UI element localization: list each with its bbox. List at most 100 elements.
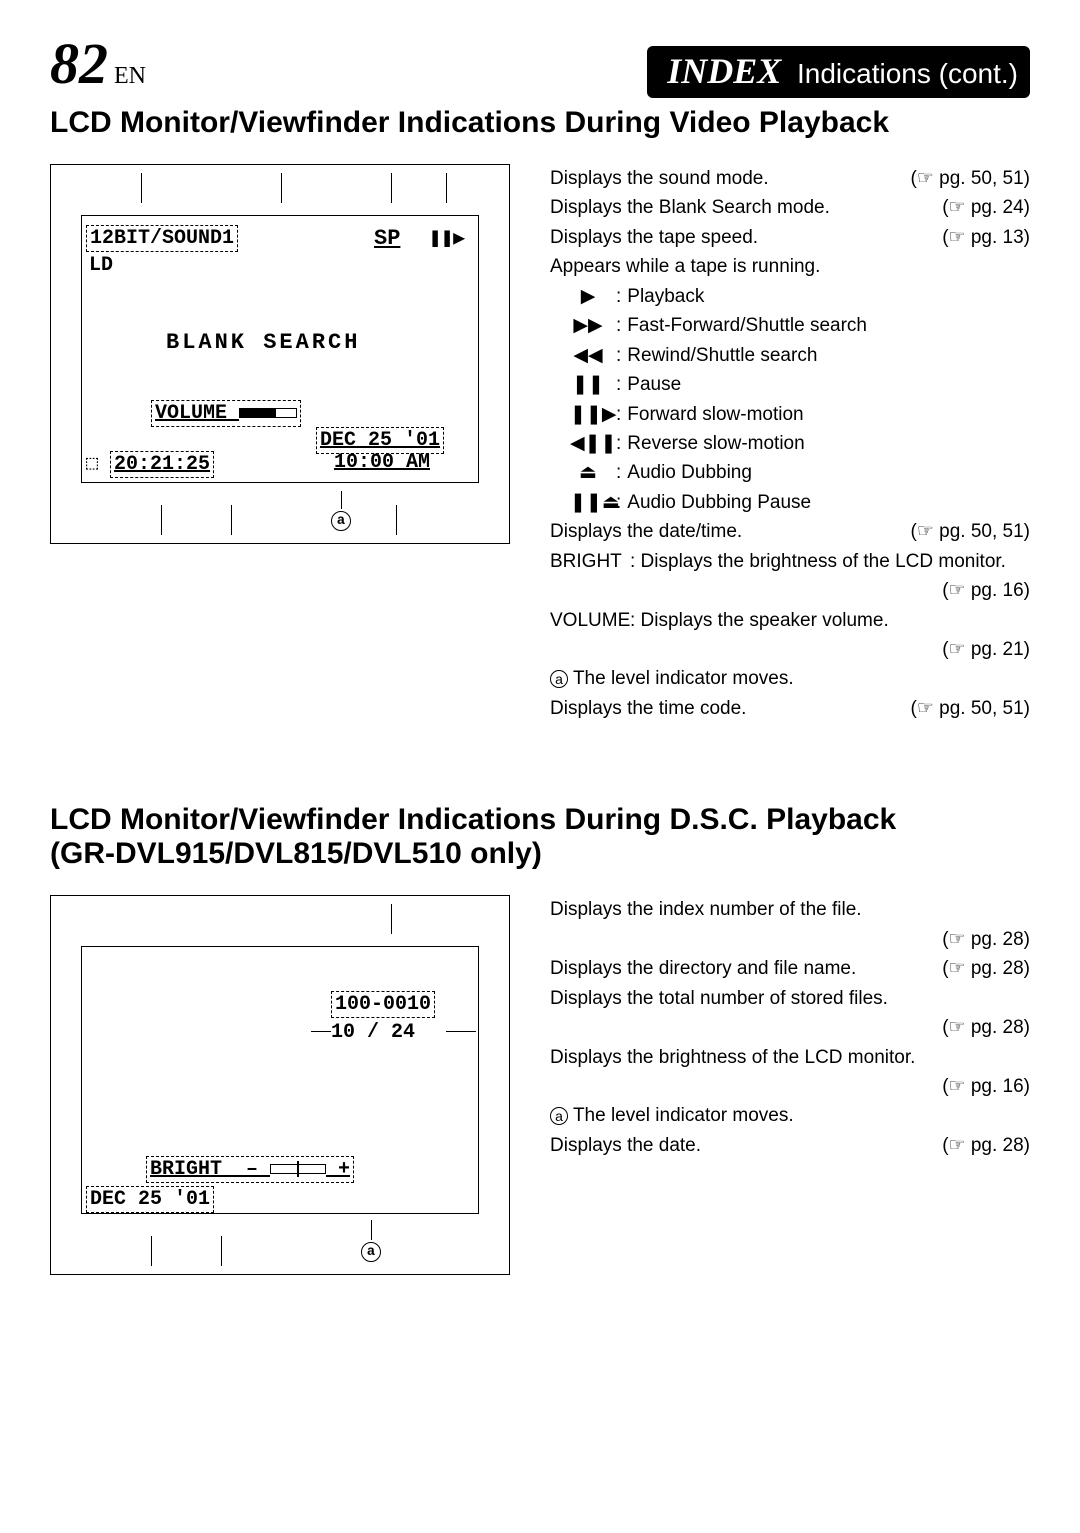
mode-row: ⏏:Audio Dubbing xyxy=(550,458,1030,487)
info-row: (☞ pg. 16) xyxy=(550,1072,1030,1101)
info-row: Displays the sound mode. (☞ pg. 50, 51) xyxy=(550,164,1030,193)
osd-timecode: ⬚ 20:21:25 xyxy=(86,450,214,478)
tick xyxy=(446,173,447,203)
info-text: Displays the tape speed. xyxy=(550,223,758,252)
page-number: 82EN xyxy=(50,30,146,97)
osd-sp: SP xyxy=(371,225,403,252)
page-ref: (☞ pg. 28) xyxy=(942,1131,1030,1160)
osd-ld: LD xyxy=(86,253,116,278)
page-num-value: 82 xyxy=(50,31,108,96)
dsc-screen: 100-0010 10 / 24 BRIGHT – + DEC 25 '01 a xyxy=(50,895,510,1275)
osd-blank-search: BLANK SEARCH xyxy=(166,330,360,355)
osd-file: 100-0010 xyxy=(331,991,435,1018)
info-text: Displays the index number of the file. xyxy=(550,895,1030,924)
section2-title-line1: LCD Monitor/Viewfinder Indications Durin… xyxy=(50,803,1030,837)
info-text: Displays the Blank Search mode. xyxy=(550,193,830,222)
info-text: Displays the time code. xyxy=(550,694,746,723)
page-ref: (☞ pg. 24) xyxy=(942,193,1030,222)
osd-bright-label: BRIGHT xyxy=(150,1158,222,1181)
mode-icon: ▶ xyxy=(570,282,606,311)
tick xyxy=(396,505,397,535)
page-ref: (☞ pg. 50, 51) xyxy=(911,517,1030,546)
mode-icon: ◀❚❚ xyxy=(570,429,606,458)
info-text: Displays the sound mode. xyxy=(550,164,769,193)
info-row: Displays the date. (☞ pg. 28) xyxy=(550,1131,1030,1160)
index-label: INDEX xyxy=(667,51,781,91)
section2-info: Displays the index number of the file. (… xyxy=(550,895,1030,1275)
section1-title: LCD Monitor/Viewfinder Indications Durin… xyxy=(50,106,1030,140)
osd-time: 10:00 AM xyxy=(331,450,433,475)
info-text: Displays the directory and file name. xyxy=(550,954,856,983)
tick xyxy=(141,173,142,203)
volume-label: VOLUME xyxy=(550,606,630,635)
mode-row: ❚❚▶:Forward slow-motion xyxy=(550,400,1030,429)
page-ref: (☞ pg. 28) xyxy=(942,1013,1030,1042)
tick xyxy=(221,1236,222,1266)
info-row: Displays the time code. (☞ pg. 50, 51) xyxy=(550,694,1030,723)
indicator-note: The level indicator moves. xyxy=(573,668,794,689)
section2-title-line2: (GR-DVL915/DVL815/DVL510 only) xyxy=(50,837,1030,871)
connector xyxy=(446,1031,476,1032)
mode-icon: ⏏ xyxy=(570,458,606,487)
mode-row: ◀❚❚:Reverse slow-motion xyxy=(550,429,1030,458)
annotation-a-icon: a xyxy=(550,670,568,688)
annotation-a-icon: a xyxy=(550,1107,568,1125)
mode-row: ❚❚⏏:Audio Dubbing Pause xyxy=(550,488,1030,517)
osd-volume: VOLUME xyxy=(151,400,301,427)
tick xyxy=(281,173,282,203)
page-ref: (☞ pg. 16) xyxy=(942,576,1030,605)
info-row: Displays the date/time. (☞ pg. 50, 51) xyxy=(550,517,1030,546)
page-ref: (☞ pg. 16) xyxy=(942,1072,1030,1101)
mode-icon: ❚❚ xyxy=(570,370,606,399)
mode-icon: ❚❚▶ xyxy=(570,400,606,429)
page-ref: (☞ pg. 50, 51) xyxy=(911,164,1030,193)
bright-label: BRIGHT xyxy=(550,547,630,576)
indicator-note-row: a The level indicator moves. xyxy=(550,1101,1030,1130)
mode-icon: ◀◀ xyxy=(570,341,606,370)
info-text: Displays the total number of stored file… xyxy=(550,984,1030,1013)
osd-date: DEC 25 '01 xyxy=(86,1186,214,1213)
mode-label: Fast-Forward/Shuttle search xyxy=(627,311,867,340)
page-ref: (☞ pg. 28) xyxy=(942,954,1030,983)
page-num-suffix: EN xyxy=(114,63,146,89)
info-row: Displays the tape speed. (☞ pg. 13) xyxy=(550,223,1030,252)
info-row: Displays the directory and file name. (☞… xyxy=(550,954,1030,983)
mode-row: ◀◀:Rewind/Shuttle search xyxy=(550,341,1030,370)
section2-columns: 100-0010 10 / 24 BRIGHT – + DEC 25 '01 a… xyxy=(50,895,1030,1275)
title-box: INDEX Indications (cont.) xyxy=(647,46,1030,98)
tick xyxy=(341,491,342,509)
info-text: Displays the date. xyxy=(550,1131,701,1160)
tick xyxy=(391,173,392,203)
section1-info: Displays the sound mode. (☞ pg. 50, 51) … xyxy=(550,164,1030,723)
volume-ref-row: (☞ pg. 21) xyxy=(550,635,1030,664)
mode-label: Reverse slow-motion xyxy=(627,429,804,458)
connector xyxy=(311,1031,331,1032)
osd-sound-mode: 12BIT/SOUND1 xyxy=(86,225,238,252)
page-ref: (☞ pg. 13) xyxy=(942,223,1030,252)
annotation-a: a xyxy=(361,1242,381,1262)
section2-title: LCD Monitor/Viewfinder Indications Durin… xyxy=(50,803,1030,871)
tick xyxy=(391,904,392,934)
info-row: Displays the Blank Search mode. (☞ pg. 2… xyxy=(550,193,1030,222)
osd-12bit: 12BIT/SOUND1 xyxy=(86,225,238,252)
info-row: (☞ pg. 28) xyxy=(550,1013,1030,1042)
info-text: Displays the date/time. xyxy=(550,517,742,546)
mode-icon: ▶▶ xyxy=(570,311,606,340)
mode-icon: ❚❚⏏ xyxy=(570,488,606,517)
bright-text: : Displays the brightness of the LCD mon… xyxy=(630,547,1006,576)
mode-row: ❚❚:Pause xyxy=(550,370,1030,399)
volume-row: VOLUME : Displays the speaker volume. xyxy=(550,606,1030,635)
info-row: (☞ pg. 28) xyxy=(550,925,1030,954)
page-header: 82EN INDEX Indications (cont.) xyxy=(50,30,1030,98)
osd-play-icon: ❚❚▶ xyxy=(429,225,465,251)
page-ref: (☞ pg. 28) xyxy=(942,925,1030,954)
mode-label: Pause xyxy=(627,370,681,399)
info-text: Appears while a tape is running. xyxy=(550,252,1030,281)
osd-count: 10 / 24 xyxy=(331,1021,415,1044)
info-text: Displays the brightness of the LCD monit… xyxy=(550,1043,1030,1072)
indicator-note-row: a The level indicator moves. xyxy=(550,664,1030,693)
tick xyxy=(151,1236,152,1266)
tick xyxy=(231,505,232,535)
mode-label: Playback xyxy=(627,282,704,311)
mode-row: ▶▶:Fast-Forward/Shuttle search xyxy=(550,311,1030,340)
